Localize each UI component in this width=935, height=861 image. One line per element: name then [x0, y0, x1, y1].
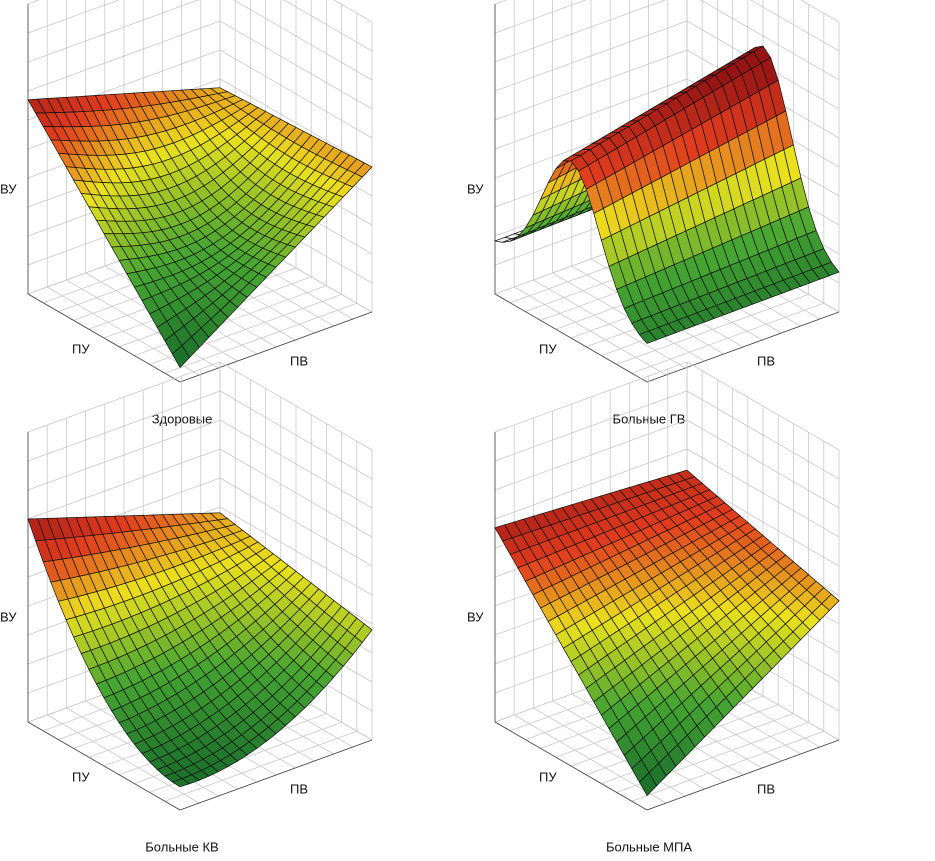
- wall-grid: [219, 390, 373, 480]
- surface-cell: [171, 344, 191, 369]
- wall-grid: [700, 0, 840, 81]
- axis: [494, 293, 648, 383]
- v-axis-label: ПВ: [757, 781, 775, 796]
- wall-grid: [494, 448, 688, 520]
- z-axis-label: ВУ: [467, 609, 484, 624]
- wall-grid: [27, 448, 221, 520]
- axis: [27, 293, 181, 383]
- surface-cell: [171, 778, 191, 788]
- wall-grid: [333, 0, 373, 23]
- axis: [494, 721, 648, 811]
- panel: ВУ ПУ ПВ Больные КВ: [0, 361, 373, 854]
- wall-grid: [27, 0, 200, 63]
- v-axis-label: ПВ: [290, 353, 308, 368]
- panel: ВУ ПУ ПВ Больные МПА: [467, 361, 840, 854]
- wall-grid: [219, 49, 373, 139]
- axis: [179, 311, 373, 383]
- wall-grid: [27, 361, 221, 433]
- panel-caption: Больные КВ: [145, 839, 218, 854]
- wall-grid: [494, 419, 688, 491]
- u-axis-label: ПУ: [72, 769, 90, 784]
- axis: [27, 721, 181, 811]
- wall-grid: [27, 419, 221, 491]
- wall-grid: [283, 0, 373, 52]
- wall-grid: [27, 0, 120, 34]
- surface-cell: [638, 330, 658, 344]
- panel-caption: Больные МПА: [606, 839, 692, 854]
- wall-grid: [494, 0, 587, 34]
- wall-grid: [219, 419, 373, 509]
- wall-grid: [800, 0, 840, 23]
- wall-grid: [494, 49, 688, 121]
- z-axis-label: ВУ: [0, 609, 17, 624]
- z-axis-label: ВУ: [467, 181, 484, 196]
- wall-grid: [27, 20, 221, 92]
- z-axis-label: ВУ: [0, 181, 17, 196]
- wall-grid: [686, 361, 840, 451]
- wall-grid: [233, 0, 373, 81]
- wall-grid: [494, 361, 688, 433]
- wall-grid: [686, 390, 840, 480]
- wall-grid: [219, 448, 373, 538]
- wall-grid: [219, 477, 373, 567]
- v-axis-label: ПВ: [757, 353, 775, 368]
- wall-grid: [219, 506, 373, 596]
- wall-grid: [219, 20, 373, 110]
- wall-grid: [219, 361, 373, 451]
- u-axis-label: ПУ: [539, 769, 557, 784]
- surface-cell: [638, 772, 658, 797]
- wall-grid: [494, 78, 688, 150]
- wall-grid: [686, 448, 840, 538]
- wall-grid: [219, 78, 373, 168]
- wall-grid: [27, 390, 221, 462]
- axis: [179, 739, 373, 811]
- u-axis-label: ПУ: [539, 341, 557, 356]
- wall-grid: [686, 419, 840, 509]
- wall-grid: [494, 390, 688, 462]
- wall-grid: [494, 0, 667, 63]
- u-axis-label: ПУ: [72, 341, 90, 356]
- wall-grid: [750, 0, 840, 52]
- axis: [646, 739, 840, 811]
- axis: [646, 311, 840, 383]
- wall-grid: [494, 20, 688, 92]
- v-axis-label: ПВ: [290, 781, 308, 796]
